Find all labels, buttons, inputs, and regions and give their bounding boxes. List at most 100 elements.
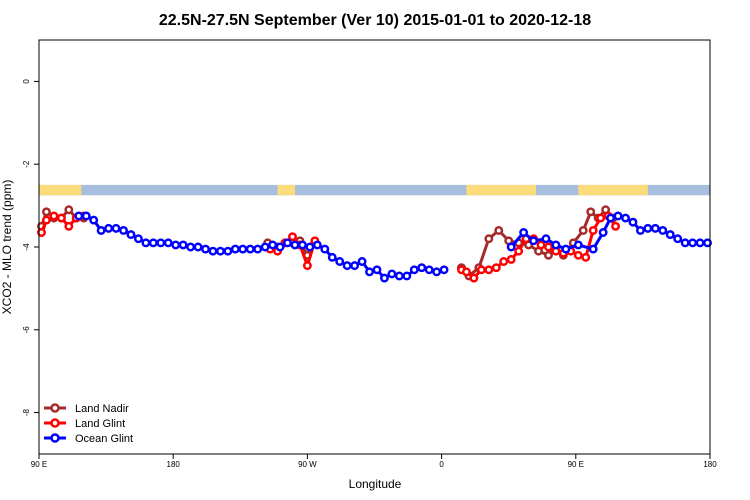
data-point-land-glint [37, 228, 46, 237]
data-point-land-nadir [494, 225, 504, 235]
series-ocean-glint [74, 211, 712, 283]
data-point-ocean-glint [621, 213, 630, 223]
legend-label: Ocean Glint [75, 433, 133, 445]
series-land-nadir [37, 205, 618, 281]
land-band [277, 184, 295, 196]
data-point-ocean-glint [529, 236, 539, 246]
data-point-ocean-glint [561, 244, 571, 254]
x-tick-label: 90 E [568, 460, 584, 469]
data-point-ocean-glint [186, 242, 196, 252]
land-band [466, 184, 537, 196]
data-point-ocean-glint [245, 244, 255, 254]
data-point-land-glint [588, 225, 598, 235]
data-point-land-glint [596, 213, 606, 223]
data-point-ocean-glint [365, 267, 374, 277]
data-point-ocean-glint [290, 240, 300, 250]
data-point-ocean-glint [215, 246, 225, 256]
y-tick-label: -8 [22, 408, 31, 416]
data-point-land-glint [484, 265, 494, 275]
data-point-land-glint [49, 211, 59, 221]
x-axis: 90 E 180 90 W 0 90 E 180 [31, 454, 717, 469]
y-axis-label: XCO2 - MLO trend (ppm) [0, 180, 14, 315]
data-point-ocean-glint [253, 244, 263, 254]
y-axis: 0 -2 -4 -6 -8 [22, 79, 39, 416]
legend-marker [50, 403, 60, 413]
plot-frame [38, 39, 711, 455]
data-point-ocean-glint [628, 217, 638, 227]
data-point-ocean-glint [96, 225, 106, 235]
data-point-ocean-glint [320, 244, 330, 254]
data-point-ocean-glint [665, 230, 675, 240]
data-point-ocean-glint [372, 265, 382, 275]
data-point-ocean-glint [643, 223, 653, 233]
data-point-ocean-glint [104, 223, 114, 233]
data-point-ocean-glint [573, 240, 583, 250]
chart-title: 22.5N-27.5N September (Ver 10) 2015-01-0… [159, 12, 591, 29]
x-tick-label: 180 [167, 460, 181, 469]
data-point-land-glint [462, 267, 471, 277]
legend-label: Land Nadir [75, 403, 129, 415]
data-point-ocean-glint [230, 244, 240, 254]
series-layer [37, 205, 712, 283]
x-tick-label: 90 W [298, 460, 317, 469]
data-point-land-nadir [64, 205, 74, 215]
data-point-ocean-glint [506, 242, 516, 252]
land-band [578, 184, 648, 196]
data-point-ocean-glint [178, 240, 188, 250]
data-point-ocean-glint [126, 230, 136, 240]
data-point-ocean-glint [342, 261, 352, 271]
legend-marker [50, 433, 60, 443]
data-point-land-glint [506, 254, 516, 264]
data-point-land-nadir [42, 207, 51, 217]
y-tick-label: -2 [22, 160, 31, 168]
land-mask-strip [39, 184, 710, 196]
data-point-ocean-glint [260, 242, 270, 252]
data-point-ocean-glint [409, 265, 419, 275]
data-point-ocean-glint [541, 234, 551, 244]
data-point-land-glint [64, 221, 74, 231]
data-point-ocean-glint [335, 257, 345, 266]
data-point-ocean-glint [283, 238, 292, 248]
data-point-ocean-glint [379, 273, 389, 283]
data-point-ocean-glint [402, 271, 412, 281]
data-point-ocean-glint [350, 261, 360, 271]
data-point-land-nadir [544, 250, 553, 260]
x-tick-label: 180 [703, 460, 717, 469]
data-point-ocean-glint [275, 242, 285, 252]
legend-item: Ocean Glint [44, 433, 133, 445]
data-point-ocean-glint [598, 228, 608, 237]
data-point-ocean-glint [156, 238, 166, 248]
data-point-ocean-glint [327, 252, 337, 262]
y-tick-label: -4 [22, 243, 31, 251]
data-point-ocean-glint [81, 211, 91, 221]
legend: Land Nadir Land Glint Ocean Glint [44, 403, 133, 445]
land-band [39, 184, 82, 196]
data-point-ocean-glint [695, 238, 705, 248]
data-point-land-glint [544, 242, 553, 252]
data-point-ocean-glint [703, 238, 712, 248]
data-point-ocean-glint [606, 213, 616, 223]
data-point-ocean-glint [417, 263, 427, 273]
data-point-ocean-glint [111, 223, 121, 233]
data-point-land-glint [302, 261, 312, 271]
data-point-ocean-glint [305, 242, 315, 252]
data-point-ocean-glint [163, 238, 173, 248]
x-tick-label: 90 E [31, 460, 47, 469]
data-point-ocean-glint [439, 265, 449, 275]
data-point-land-glint [491, 263, 501, 273]
data-point-ocean-glint [688, 238, 698, 248]
data-point-ocean-glint [171, 240, 181, 250]
data-point-ocean-glint [268, 240, 278, 250]
data-point-ocean-glint [650, 223, 660, 233]
data-point-ocean-glint [680, 238, 690, 248]
x-tick-label: 0 [439, 460, 444, 469]
data-point-land-glint [581, 252, 591, 262]
data-point-ocean-glint [89, 215, 99, 225]
data-point-ocean-glint [387, 269, 397, 279]
data-point-ocean-glint [588, 244, 598, 254]
data-point-ocean-glint [519, 228, 529, 237]
legend-item: Land Glint [44, 418, 125, 430]
data-point-ocean-glint [658, 225, 668, 235]
data-point-ocean-glint [357, 257, 367, 266]
ocean-band [39, 184, 710, 196]
